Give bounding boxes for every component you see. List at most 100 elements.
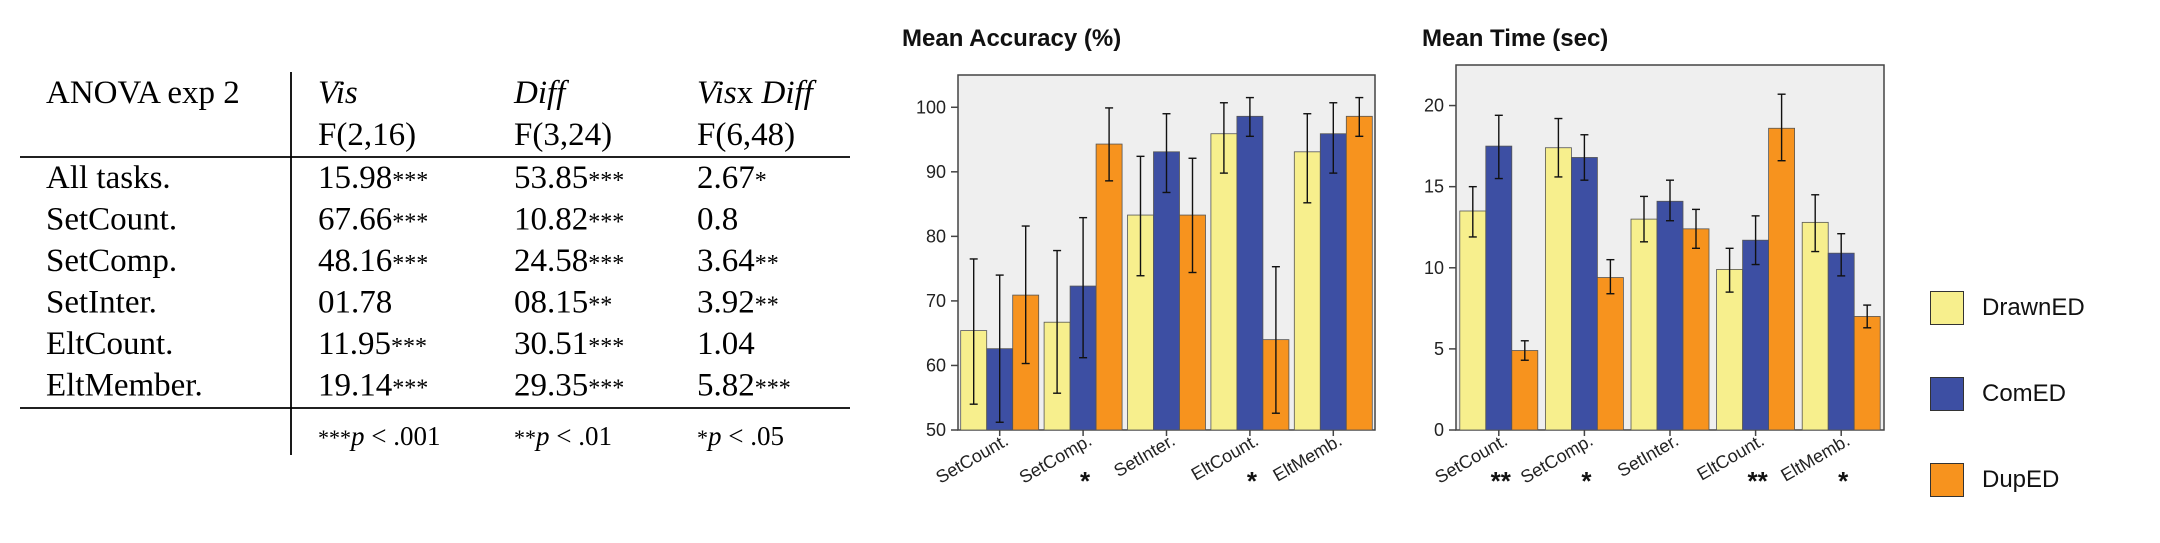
footnote: *p < .05 [697,421,784,451]
legend-swatch [1930,377,1964,411]
error-bar [1468,185,1477,238]
anova-cell: 30.51*** [514,326,624,362]
anova-body: All tasks. 15.98*** 53.85*** 2.67* SetCount.… [46,160,791,404]
row-label: EltCount. [46,326,173,362]
legend-swatch [1930,291,1964,325]
error-bar [1554,117,1563,178]
footnote: ***p < .001 [318,421,440,451]
chart-title: Mean Accuracy (%) [902,25,1121,52]
anova-title: ANOVA exp 2 [46,75,240,111]
bar [1511,350,1539,431]
anova-cell: 0.8 [697,202,738,238]
significance-marker: * [1581,466,1592,496]
error-bar [1021,225,1030,365]
row-label: All tasks. [46,160,171,196]
anova-cell: 19.14*** [318,368,428,404]
anova-cell: 1.04 [697,326,755,362]
y-tick-label: 70 [926,291,946,311]
anova-cell: 53.85*** [514,160,624,196]
error-bar [1303,113,1312,204]
error-bar [1640,195,1648,243]
error-bar [1355,96,1364,138]
significance-marker: * [1247,466,1258,496]
chart-title: Mean Time (sec) [1422,25,1608,52]
bar [1827,252,1855,431]
legend-item: ComED [1930,371,2130,417]
x-tick-label: SetInter. [1110,430,1178,481]
bar [1570,157,1598,431]
bar [1210,133,1238,431]
error-bar [1162,113,1171,194]
error-bar [969,258,978,405]
y-tick-label: 15 [1424,177,1444,197]
error-bar [1837,233,1846,277]
error-bar [1105,107,1114,182]
legend-item: DrawnED [1930,285,2130,331]
significance-marker: ** [1491,466,1512,496]
bar [1544,147,1572,431]
bar [1742,239,1770,431]
legend-label: DupED [1982,466,2060,493]
anova-cell: 3.92** [697,285,779,321]
error-bar [1606,258,1615,295]
anova-cell: 67.66*** [318,202,428,238]
anova-cell: 01.78 [318,285,392,321]
footnote: **p < .01 [514,421,612,451]
anova-cell: 24.58*** [514,243,624,279]
x-tick-label: EltMemb. [1269,430,1345,485]
error-bar [1666,179,1674,222]
anova-cell: 08.15** [514,285,612,321]
error-bar [1245,96,1254,138]
anova-table: ANOVA exp 2 Vis Diff Visx Diff F(2,16) F… [20,72,850,455]
bar [1768,127,1796,431]
bar [1596,277,1624,431]
anova-cell: 2.67* [697,160,767,196]
row-label: SetCount. [46,202,177,238]
anova-cell: 15.98*** [318,160,428,196]
bar [1630,218,1658,431]
significance-marker: ** [1747,466,1768,496]
anova-cell: 3.64** [697,243,779,279]
bar [1095,143,1123,431]
col-vis-df: F(2,16) [318,117,416,153]
y-tick-label: 50 [926,420,946,440]
x-tick-label: SetInter. [1614,430,1682,481]
col-diff-df: F(3,24) [514,117,612,153]
row-label: SetInter. [46,285,157,321]
error-bar [1494,114,1503,180]
error-bar [1751,215,1760,266]
bar [1319,133,1347,431]
bar [1153,151,1180,431]
legend-item: DupED [1930,457,2130,503]
bar [1459,210,1487,431]
bar [1853,316,1881,431]
anova-cell: 48.16*** [318,243,428,279]
error-bar [995,274,1004,423]
anova-cell: 11.95*** [318,326,427,362]
legend-label: ComED [1982,380,2067,407]
legend-swatch [1930,463,1964,497]
error-bar [1329,102,1338,174]
bar [1801,221,1829,431]
bar [1656,200,1684,431]
anova-cell: 29.35*** [514,368,624,404]
anova-cell: 10.82*** [514,202,624,238]
bar [1682,228,1710,431]
anova-footnotes: ***p < .001 **p < .01 *p < .05 [318,421,784,451]
error-bar [1219,102,1228,174]
y-tick-label: 5 [1434,339,1444,359]
legend-label: DrawnED [1982,294,2085,321]
legend: DrawnED ComED DupED [1930,285,2130,543]
error-bar [1725,247,1734,293]
error-bar [1136,155,1145,277]
col-interaction-header: Visx Diff [697,75,817,111]
error-bar [1863,304,1872,329]
error-bar [1811,194,1820,253]
bar [1716,268,1744,431]
significance-marker: * [1838,466,1849,496]
row-label: SetComp. [46,243,177,279]
error-bar [1053,249,1062,394]
error-bar [1271,266,1280,414]
error-bar [1580,134,1589,181]
